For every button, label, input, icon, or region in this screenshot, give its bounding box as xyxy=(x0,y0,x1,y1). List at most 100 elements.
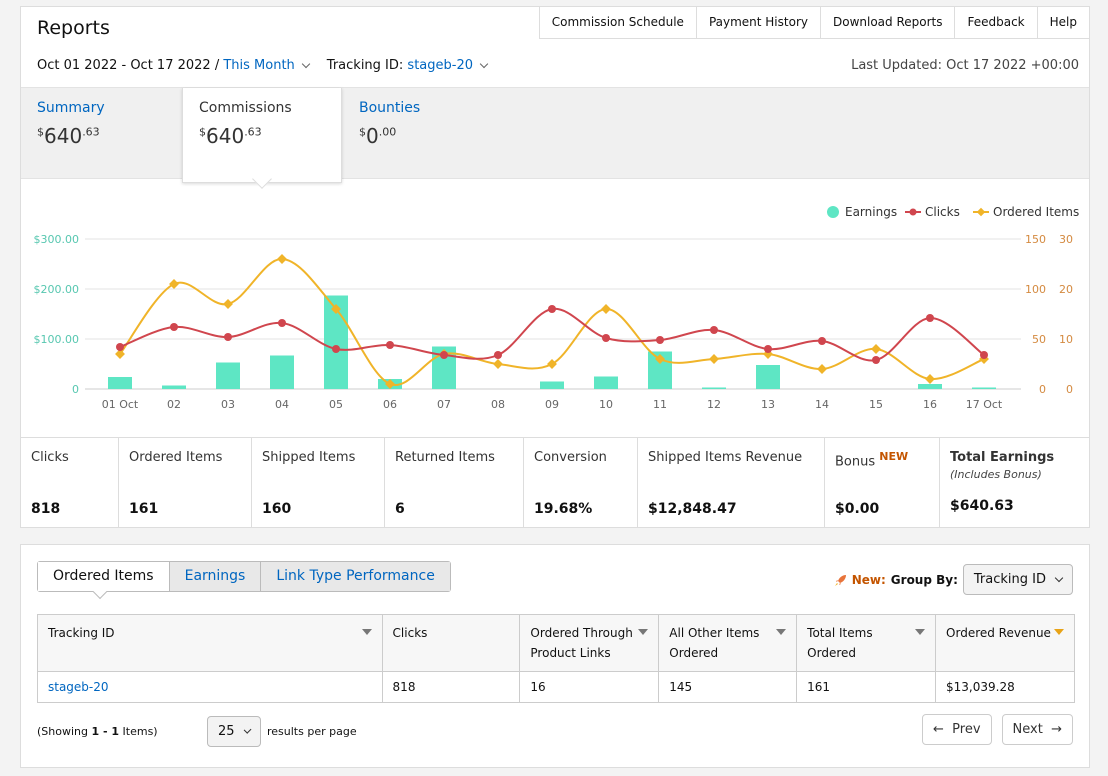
point-ordered-items xyxy=(709,354,719,364)
summary-band: Summary $640.63 Commissions $640.63 Boun… xyxy=(21,87,1089,183)
x-tick: 16 xyxy=(923,398,937,411)
point-ordered-items xyxy=(223,299,233,309)
stat-value: 19.68% xyxy=(534,501,593,517)
point-clicks xyxy=(224,333,232,341)
arrow-right-icon: → xyxy=(1051,722,1062,737)
tab-summary[interactable]: Summary $640.63 xyxy=(21,88,183,178)
bar-earnings xyxy=(270,355,294,389)
period-dropdown[interactable]: This Month xyxy=(223,58,295,73)
y-left-tick: $100.00 xyxy=(34,333,80,346)
point-ordered-items xyxy=(655,354,665,364)
stat-clicks: Clicks 818 xyxy=(21,438,118,528)
chevron-down-icon xyxy=(243,725,252,735)
legend-swatch-marker xyxy=(976,207,986,217)
y-left-tick: $200.00 xyxy=(34,283,80,296)
summary-tab-label: Summary xyxy=(37,100,105,116)
sort-caret-icon xyxy=(915,629,926,635)
stat-bonus: Bonus NEW $0.00 xyxy=(824,438,939,528)
tracking-id-dropdown[interactable]: stageb-20 xyxy=(407,58,473,73)
point-ordered-items xyxy=(817,364,827,374)
stat-conversion: Conversion 19.68% xyxy=(523,438,637,528)
col-clicks[interactable]: Clicks xyxy=(381,614,521,672)
point-ordered-items xyxy=(925,374,935,384)
pager: ← Prev Next → xyxy=(921,714,1073,745)
stat-value: 818 xyxy=(31,501,61,517)
tab-bounties[interactable]: Bounties $0.00 xyxy=(343,88,503,178)
nav-help[interactable]: Help xyxy=(1036,7,1089,38)
y-left-tick: 0 xyxy=(72,383,79,396)
point-clicks xyxy=(710,326,718,334)
next-button[interactable]: Next → xyxy=(1001,714,1073,745)
point-ordered-items xyxy=(169,279,179,289)
nav-feedback[interactable]: Feedback xyxy=(954,7,1036,38)
ordered-items-table: Tracking ID Clicks Ordered Through Produ… xyxy=(37,614,1075,703)
nav-commission-schedule[interactable]: Commission Schedule xyxy=(551,15,684,29)
cell-total-items: 161 xyxy=(796,671,937,703)
line-clicks xyxy=(119,307,985,362)
x-tick: 08 xyxy=(491,398,505,411)
y-right2-tick: 30 xyxy=(1059,233,1073,246)
point-clicks xyxy=(656,336,664,344)
stat-shipped-items: Shipped Items 160 xyxy=(251,438,384,528)
stat-label: Shipped Items Revenue xyxy=(648,450,803,465)
col-tracking-id[interactable]: Tracking ID xyxy=(37,614,383,672)
line-ordered-items xyxy=(119,257,985,387)
x-tick: 09 xyxy=(545,398,559,411)
tab-link-type-performance[interactable]: Link Type Performance xyxy=(260,562,450,591)
summary-amount: $640.63 xyxy=(37,124,100,148)
tracking-id-link[interactable]: stageb-20 xyxy=(48,680,109,694)
bar-earnings xyxy=(162,385,186,389)
cell-clicks: 818 xyxy=(381,671,521,703)
x-tick: 04 xyxy=(275,398,289,411)
point-clicks xyxy=(332,345,340,353)
rocket-icon xyxy=(834,574,846,586)
bar-earnings xyxy=(108,377,132,389)
tracking-label: Tracking ID: xyxy=(326,58,404,73)
x-tick: 11 xyxy=(653,398,667,411)
nav-download-reports[interactable]: Download Reports xyxy=(819,7,955,38)
point-clicks xyxy=(278,319,286,327)
bar-earnings xyxy=(594,376,618,389)
group-by-select[interactable]: Tracking ID xyxy=(962,564,1073,595)
top-nav: Commission Schedule Payment History Down… xyxy=(538,7,1089,39)
col-all-other-items[interactable]: All Other Items Ordered xyxy=(658,614,798,672)
filter-row: Oct 01 2022 - Oct 17 2022 / This Month T… xyxy=(37,58,495,73)
col-ordered-revenue[interactable]: Ordered Revenue xyxy=(935,614,1075,672)
sort-caret-icon xyxy=(638,629,649,635)
col-ordered-through-links[interactable]: Ordered Through Product Links xyxy=(519,614,660,672)
x-tick: 12 xyxy=(707,398,721,411)
stat-label: Shipped Items xyxy=(262,450,356,465)
stat-value: 161 xyxy=(129,501,159,517)
point-ordered-items xyxy=(871,344,881,354)
bar-earnings xyxy=(918,384,942,389)
tab-earnings[interactable]: Earnings xyxy=(168,562,261,591)
per-page-select[interactable]: 25 xyxy=(207,716,261,747)
nav-payment-history[interactable]: Payment History xyxy=(695,7,820,38)
x-tick: 14 xyxy=(815,398,829,411)
chevron-down-icon[interactable] xyxy=(479,59,489,69)
commissions-tab-label: Commissions xyxy=(199,100,292,116)
point-clicks xyxy=(872,356,880,364)
sort-caret-icon xyxy=(1054,629,1064,635)
legend-swatch-marker xyxy=(909,208,917,216)
point-ordered-items xyxy=(493,359,503,369)
legend-label: Clicks xyxy=(925,205,960,219)
point-clicks xyxy=(170,323,178,331)
table-tabs: Ordered Items Earnings Link Type Perform… xyxy=(37,561,451,592)
chevron-down-icon xyxy=(1054,573,1064,583)
point-clicks xyxy=(764,345,772,353)
chevron-down-icon[interactable] xyxy=(301,59,311,69)
stat-returned-items: Returned Items 6 xyxy=(384,438,523,528)
cell-ordered-through: 16 xyxy=(519,671,660,703)
prev-button[interactable]: ← Prev xyxy=(921,714,992,745)
point-ordered-items xyxy=(277,254,287,264)
tab-commissions[interactable]: Commissions $640.63 xyxy=(182,88,342,183)
bar-earnings xyxy=(216,362,240,389)
x-tick: 05 xyxy=(329,398,343,411)
tab-ordered-items[interactable]: Ordered Items xyxy=(38,562,169,591)
col-total-items[interactable]: Total Items Ordered xyxy=(796,614,937,672)
cell-ordered-revenue: $13,039.28 xyxy=(935,671,1075,703)
bar-earnings xyxy=(702,387,726,389)
sort-caret-icon xyxy=(361,629,372,635)
bar-earnings xyxy=(972,387,996,389)
